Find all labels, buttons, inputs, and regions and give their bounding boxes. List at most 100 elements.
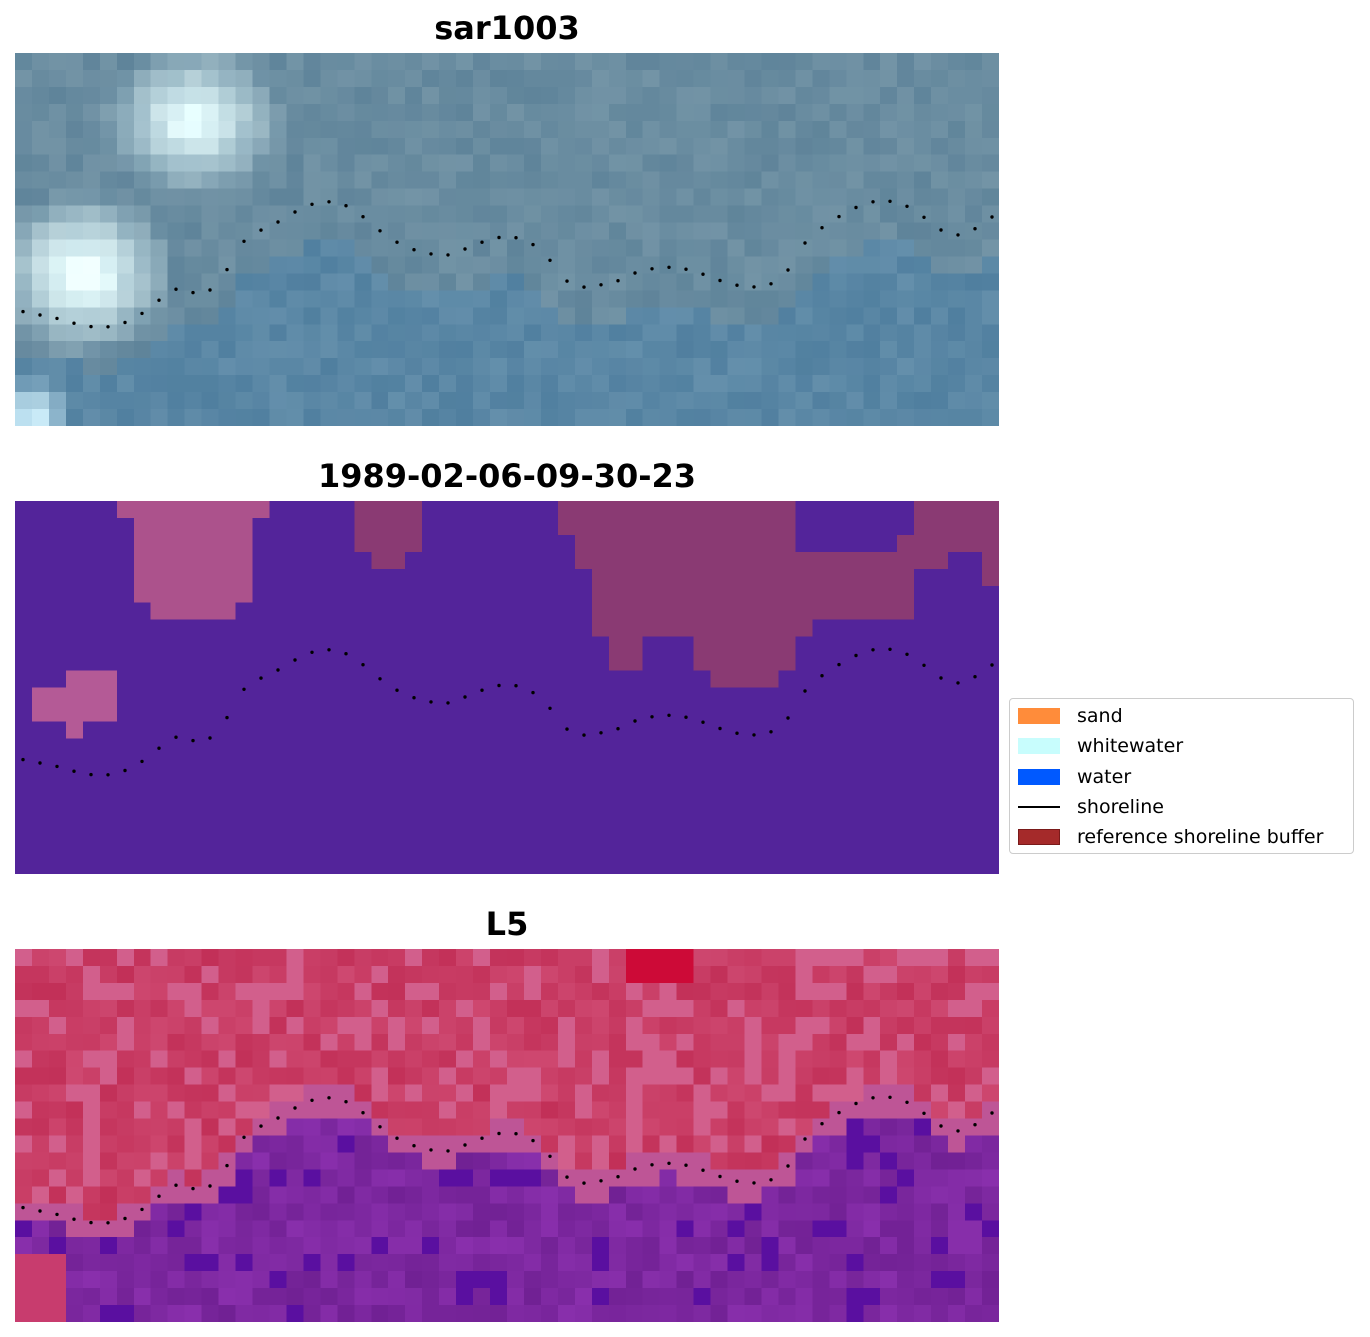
shoreline-point [293,210,297,214]
panel-title-classification: 1989-02-06-09-30-23 [317,457,697,495]
whitewater-swatch [1018,738,1060,754]
shoreline-point [21,309,25,314]
shoreline-point [990,215,994,219]
shoreline-point [157,746,161,750]
shoreline-point [786,1164,790,1168]
shoreline-point [650,1163,654,1167]
shoreline-point [446,701,450,705]
shoreline-point [225,1163,229,1168]
shoreline-point [871,1096,875,1100]
shoreline-point [55,764,59,769]
shoreline-point [701,720,705,724]
shoreline-point [497,683,501,688]
shoreline-point [684,1163,688,1167]
shoreline-point [633,271,637,275]
classification-image-panel [15,501,999,874]
shoreline-point [395,240,399,244]
shoreline-point [888,199,892,203]
shoreline-point [123,320,127,325]
shoreline-point [990,663,994,667]
shoreline-point [174,1183,178,1187]
water-swatch [1018,769,1060,785]
shoreline-point [786,268,790,272]
shoreline-point [361,215,365,219]
shoreline-point [225,715,229,720]
shoreline-point [650,715,654,719]
shoreline-point [922,663,926,667]
shoreline-point [157,1194,161,1198]
shoreline-point [89,772,93,777]
shoreline-point [582,285,586,289]
shoreline-point [616,1175,620,1179]
shoreline-point [514,1132,518,1136]
shoreline-point [395,1136,399,1140]
shoreline-point [854,1101,858,1106]
shoreline-point [89,324,93,329]
legend-item-water: water [1018,765,1131,789]
shoreline-point [820,226,824,230]
shoreline-point [820,674,824,678]
shoreline-point [378,677,382,681]
shoreline-point [38,761,42,765]
shoreline-point [327,1096,331,1100]
shoreline-point [667,713,671,717]
shoreline-point [208,736,212,740]
shoreline-point [378,229,382,233]
shoreline-point [803,689,807,693]
shoreline-point [973,227,977,231]
shoreline-point [106,773,110,777]
legend-item-shoreline: shoreline [1018,795,1164,819]
shoreline-point [242,687,246,691]
shoreline-point [463,247,467,251]
classification-raster [15,501,999,874]
shoreline-point [361,1111,365,1115]
shoreline-point [480,1136,484,1140]
shoreline-point [990,1111,994,1115]
shoreline-point [905,1100,909,1104]
shoreline-point [514,236,518,240]
shoreline-point [854,205,858,210]
shoreline-point [72,769,76,773]
shoreline-point [548,706,552,710]
shoreline-point [667,1161,671,1165]
shoreline-point [718,1174,722,1179]
shoreline-point [684,267,688,271]
shoreline-point [735,1179,739,1183]
shoreline-point [174,735,178,739]
shoreline-point [497,235,501,240]
shoreline-point [310,650,314,654]
shoreline-point [956,233,960,237]
shoreline-point [565,279,569,283]
shoreline-point [21,757,25,762]
shoreline-point [191,738,195,743]
shoreline-point [837,1110,841,1115]
shoreline-point [633,1167,637,1171]
shoreline-point [922,1111,926,1115]
shoreline-point [412,248,416,252]
l5-raster [15,949,999,1322]
shoreline-point [446,253,450,257]
shoreline-point [837,214,841,219]
shoreline-point [871,648,875,652]
shoreline-point [89,1220,93,1225]
shoreline-point [412,1144,416,1148]
shoreline-point [718,726,722,731]
shoreline-point [752,733,756,737]
shoreline-point [548,258,552,262]
panel-title-sar: sar1003 [434,9,580,47]
shoreline-point [582,733,586,737]
shoreline-point [514,684,518,688]
shoreline-point [803,1137,807,1141]
shoreline-point [701,272,705,276]
shoreline-point [888,1095,892,1099]
shoreline-point [259,1124,263,1128]
shoreline-point [361,663,365,667]
shoreline-point [429,252,433,256]
shoreline-point [344,652,348,656]
shoreline-point [123,1216,127,1221]
l5-image-panel [15,949,999,1322]
shoreline-point [769,730,773,734]
shoreline-point [446,1149,450,1153]
shoreline-point [38,313,42,317]
shoreline-overlay [21,647,994,777]
